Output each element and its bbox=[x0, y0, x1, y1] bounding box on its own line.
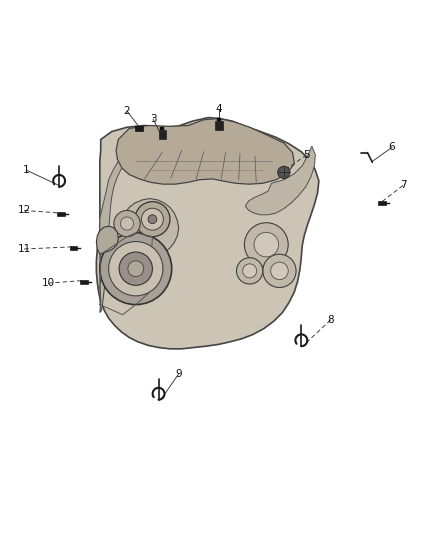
Text: 6: 6 bbox=[389, 142, 396, 152]
Circle shape bbox=[141, 208, 163, 230]
Text: 10: 10 bbox=[42, 278, 55, 288]
Circle shape bbox=[243, 264, 257, 278]
Bar bbox=[57, 212, 65, 216]
Bar bbox=[378, 201, 386, 205]
Circle shape bbox=[109, 241, 163, 296]
Polygon shape bbox=[116, 118, 294, 184]
Text: 2: 2 bbox=[124, 106, 131, 116]
Bar bbox=[217, 118, 221, 121]
Text: 12: 12 bbox=[18, 205, 31, 215]
Text: 11: 11 bbox=[18, 244, 31, 254]
Polygon shape bbox=[245, 146, 315, 215]
Circle shape bbox=[100, 233, 172, 304]
Circle shape bbox=[263, 254, 296, 287]
Circle shape bbox=[271, 262, 288, 280]
Bar bbox=[160, 127, 164, 130]
Text: 7: 7 bbox=[399, 181, 406, 190]
Circle shape bbox=[278, 166, 290, 179]
Text: 4: 4 bbox=[215, 104, 223, 114]
Circle shape bbox=[114, 211, 140, 237]
Text: 5: 5 bbox=[303, 150, 310, 160]
FancyBboxPatch shape bbox=[135, 126, 143, 131]
Bar bbox=[80, 279, 88, 284]
Polygon shape bbox=[96, 118, 319, 349]
Polygon shape bbox=[100, 199, 179, 312]
Bar bbox=[70, 246, 78, 251]
Circle shape bbox=[128, 261, 144, 277]
Circle shape bbox=[148, 215, 157, 223]
Polygon shape bbox=[100, 161, 122, 283]
Text: 8: 8 bbox=[327, 315, 334, 325]
Text: 1: 1 bbox=[23, 165, 30, 175]
Circle shape bbox=[254, 232, 279, 257]
Circle shape bbox=[135, 201, 170, 237]
Circle shape bbox=[237, 258, 263, 284]
Circle shape bbox=[244, 223, 288, 266]
Text: 9: 9 bbox=[175, 369, 182, 379]
Bar bbox=[159, 130, 166, 139]
Circle shape bbox=[120, 217, 134, 230]
Text: 3: 3 bbox=[150, 115, 157, 124]
Bar bbox=[215, 121, 223, 131]
Polygon shape bbox=[96, 226, 118, 254]
Circle shape bbox=[119, 252, 152, 285]
